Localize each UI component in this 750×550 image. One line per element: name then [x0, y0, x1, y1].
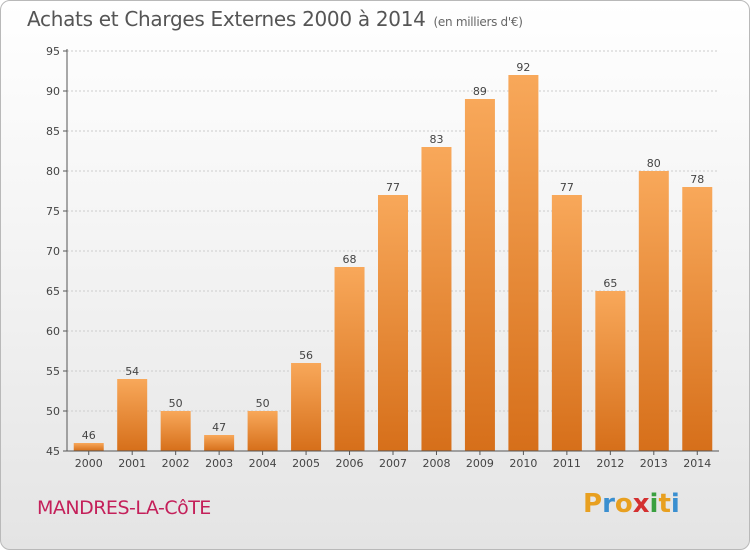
- y-tick-label: 45: [46, 445, 60, 458]
- x-tick-label: 2006: [336, 457, 364, 470]
- y-tick-label: 55: [46, 365, 60, 378]
- logo-letter: o: [614, 489, 633, 519]
- proxiti-logo: Proxiti: [583, 489, 680, 519]
- bar-value-label: 46: [82, 429, 96, 442]
- logo-letter: t: [658, 489, 671, 519]
- x-tick-label: 2014: [683, 457, 711, 470]
- bar: [638, 171, 669, 451]
- logo-letter: P: [583, 489, 603, 519]
- bar: [247, 411, 278, 451]
- logo-letter: i: [670, 489, 680, 519]
- bars: [73, 75, 713, 451]
- bar-value-label: 50: [169, 397, 183, 410]
- x-tick-label: 2005: [292, 457, 320, 470]
- x-tick-label: 2001: [118, 457, 146, 470]
- bar: [421, 147, 452, 451]
- x-tick-label: 2000: [75, 457, 103, 470]
- chart-subtitle: (en milliers d'€): [433, 15, 523, 29]
- x-tick-label: 2007: [379, 457, 407, 470]
- bar-value-label: 77: [560, 181, 574, 194]
- y-tick-label: 65: [46, 285, 60, 298]
- x-tick-label: 2004: [249, 457, 277, 470]
- y-tick-label: 70: [46, 245, 60, 258]
- axes: [63, 49, 719, 455]
- y-tick-label: 85: [46, 125, 60, 138]
- bar: [73, 443, 104, 451]
- bar-value-label: 89: [473, 85, 487, 98]
- y-tick-label: 95: [46, 45, 60, 58]
- bar: [204, 435, 235, 451]
- y-tick-label: 75: [46, 205, 60, 218]
- bar-value-label: 68: [343, 253, 357, 266]
- bar-value-label: 83: [429, 133, 443, 146]
- bar: [160, 411, 191, 451]
- bar-value-label: 78: [690, 173, 704, 186]
- x-tick-label: 2010: [509, 457, 537, 470]
- bar-value-label: 92: [516, 61, 530, 74]
- bar-value-label: 50: [256, 397, 270, 410]
- x-tick-label: 2013: [640, 457, 668, 470]
- bar: [682, 187, 713, 451]
- bar: [551, 195, 582, 451]
- bar-value-label: 65: [603, 277, 617, 290]
- chart-title: Achats et Charges Externes 2000 à 2014 (e…: [27, 7, 523, 31]
- bar-value-label: 80: [647, 157, 661, 170]
- commune-name: MANDRES-LA-CôTE: [37, 497, 211, 519]
- bar-value-label: 47: [212, 421, 226, 434]
- x-tick-label: 2003: [205, 457, 233, 470]
- logo-letter: r: [602, 489, 615, 519]
- x-tick-label: 2009: [466, 457, 494, 470]
- bar: [508, 75, 539, 451]
- bar: [117, 379, 148, 451]
- bar: [464, 99, 495, 451]
- bar: [334, 267, 365, 451]
- bar: [595, 291, 626, 451]
- bar-value-label: 56: [299, 349, 313, 362]
- y-tick-label: 80: [46, 165, 60, 178]
- bar-value-label: 77: [386, 181, 400, 194]
- logo-letter: x: [632, 489, 650, 519]
- logo-letter: i: [649, 489, 659, 519]
- bar-value-label: 54: [125, 365, 139, 378]
- x-tick-label: 2002: [162, 457, 190, 470]
- bar: [291, 363, 322, 451]
- labels: 45 50 55 60 65 70 75 80 85 90 95 46 2000 54 2001 50 2002…: [46, 45, 711, 470]
- x-tick-label: 2012: [596, 457, 624, 470]
- y-tick-label: 50: [46, 405, 60, 418]
- y-tick-label: 60: [46, 325, 60, 338]
- x-tick-label: 2008: [422, 457, 450, 470]
- chart-title-text: Achats et Charges Externes 2000 à 2014: [27, 7, 426, 31]
- x-tick-label: 2011: [553, 457, 581, 470]
- y-tick-label: 90: [46, 85, 60, 98]
- bar: [378, 195, 408, 451]
